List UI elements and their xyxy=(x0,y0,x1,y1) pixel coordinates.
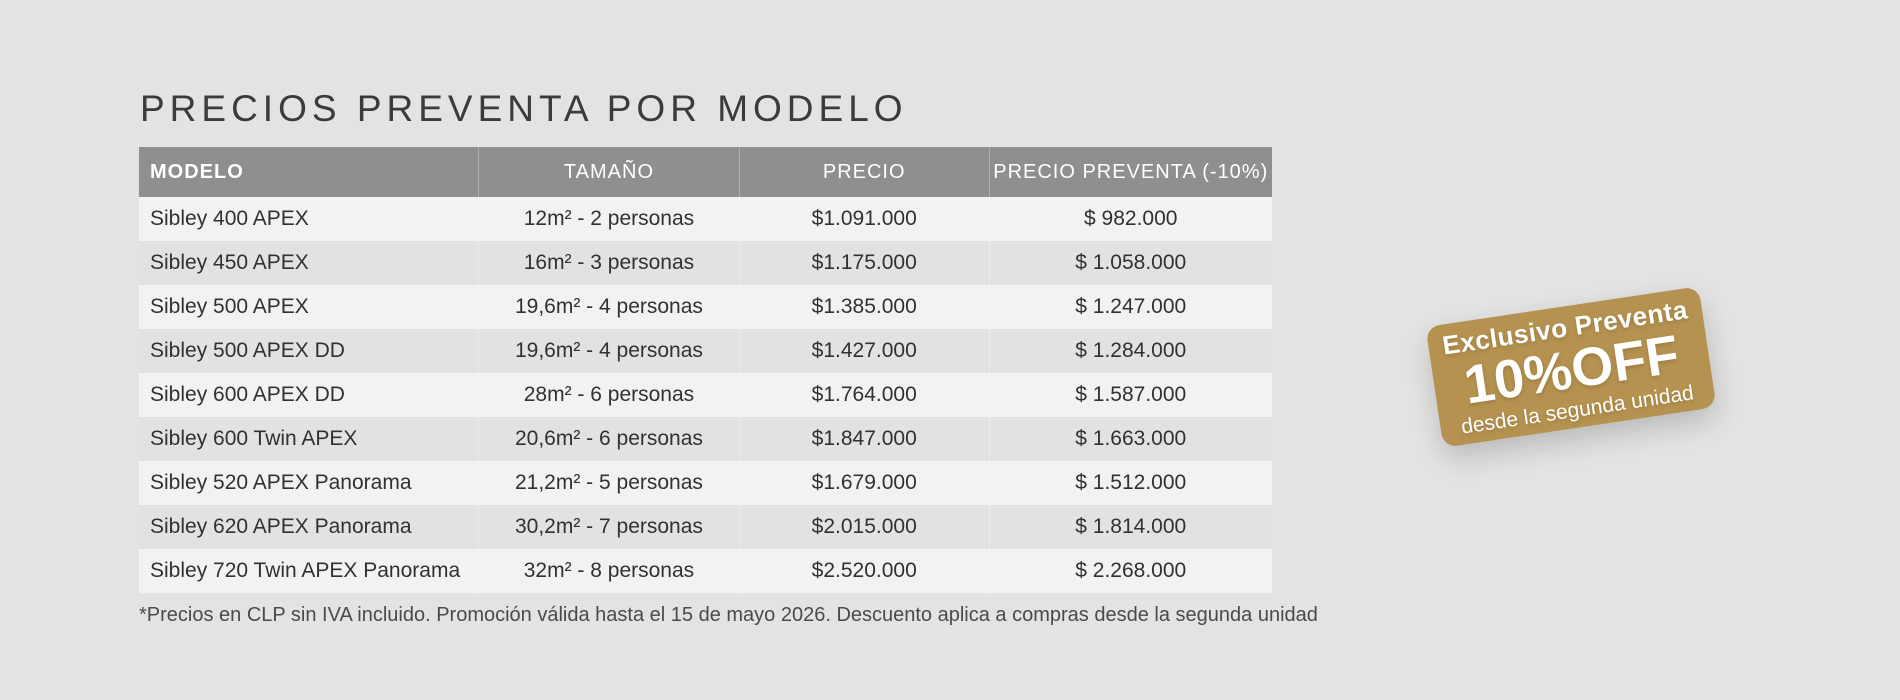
cell-modelo: Sibley 500 APEX xyxy=(150,295,309,318)
price-table-body: Sibley 400 APEX 12m² - 2 personas $1.091.0… xyxy=(139,197,1272,593)
header-preventa: PRECIO PREVENTA (-10%) xyxy=(988,147,1273,197)
cell-preventa: $ 2.268.000 xyxy=(988,549,1273,593)
cell-precio: $1.679.000 xyxy=(738,461,989,505)
cell-modelo: Sibley 620 APEX Panorama xyxy=(150,515,412,538)
cell-tamano: 12m² - 2 personas xyxy=(478,197,739,241)
cell-precio: $1.847.000 xyxy=(738,417,989,461)
cell-precio: $1.764.000 xyxy=(738,373,989,417)
cell-preventa: $ 1.663.000 xyxy=(988,417,1273,461)
cell-preventa: $ 982.000 xyxy=(988,197,1273,241)
cell-precio: $2.520.000 xyxy=(738,549,989,593)
cell-modelo: Sibley 500 APEX DD xyxy=(150,339,345,362)
cell-tamano: 32m² - 8 personas xyxy=(478,549,739,593)
table-row: Sibley 500 APEX 19,6m² - 4 personas $1.385… xyxy=(139,285,1272,329)
table-row: Sibley 620 APEX Panorama 30,2m² - 7 perso… xyxy=(139,505,1272,549)
cell-precio: $2.015.000 xyxy=(738,505,989,549)
cell-modelo: Sibley 600 APEX DD xyxy=(150,383,345,406)
price-table: MODELO TAMAÑO PRECIO PRECIO PREVENTA (-1… xyxy=(139,147,1272,593)
cell-preventa: $ 1.512.000 xyxy=(988,461,1273,505)
cell-precio: $1.385.000 xyxy=(738,285,989,329)
header-tamano: TAMAÑO xyxy=(478,147,739,197)
cell-modelo: Sibley 450 APEX xyxy=(150,251,309,274)
cell-preventa: $ 1.587.000 xyxy=(988,373,1273,417)
promo-badge: Exclusivo Preventa 10%OFF desde la segun… xyxy=(1425,286,1717,448)
cell-preventa: $ 1.814.000 xyxy=(988,505,1273,549)
table-header-row: MODELO TAMAÑO PRECIO PRECIO PREVENTA (-1… xyxy=(139,147,1272,197)
cell-tamano: 28m² - 6 personas xyxy=(478,373,739,417)
cell-precio: $1.427.000 xyxy=(738,329,989,373)
cell-preventa: $ 1.284.000 xyxy=(988,329,1273,373)
cell-tamano: 16m² - 3 personas xyxy=(478,241,739,285)
table-row: Sibley 600 APEX DD 28m² - 6 personas $1.76… xyxy=(139,373,1272,417)
header-modelo: MODELO xyxy=(150,160,244,183)
page-title: PRECIOS PREVENTA POR MODELO xyxy=(140,88,908,129)
cell-tamano: 19,6m² - 4 personas xyxy=(478,285,739,329)
table-row: Sibley 450 APEX 16m² - 3 personas $1.175.0… xyxy=(139,241,1272,285)
cell-tamano: 19,6m² - 4 personas xyxy=(478,329,739,373)
cell-modelo: Sibley 400 APEX xyxy=(150,207,309,230)
table-row: Sibley 720 Twin APEX Panorama 32m² - 8 pe… xyxy=(139,549,1272,593)
cell-tamano: 20,6m² - 6 personas xyxy=(478,417,739,461)
cell-preventa: $ 1.247.000 xyxy=(988,285,1273,329)
cell-preventa: $ 1.058.000 xyxy=(988,241,1273,285)
cell-precio: $1.175.000 xyxy=(738,241,989,285)
footnote-text: *Precios en CLP sin IVA incluido. Promoc… xyxy=(139,604,1318,626)
table-row: Sibley 400 APEX 12m² - 2 personas $1.091.0… xyxy=(139,197,1272,241)
table-row: Sibley 500 APEX DD 19,6m² - 4 personas $1.… xyxy=(139,329,1272,373)
cell-tamano: 21,2m² - 5 personas xyxy=(478,461,739,505)
table-row: Sibley 520 APEX Panorama 21,2m² - 5 perso… xyxy=(139,461,1272,505)
cell-modelo: Sibley 720 Twin APEX Panorama xyxy=(150,559,461,582)
cell-precio: $1.091.000 xyxy=(738,197,989,241)
cell-tamano: 30,2m² - 7 personas xyxy=(478,505,739,549)
table-row: Sibley 600 Twin APEX 20,6m² - 6 personas $… xyxy=(139,417,1272,461)
cell-modelo: Sibley 520 APEX Panorama xyxy=(150,471,412,494)
header-precio: PRECIO xyxy=(738,147,989,197)
cell-modelo: Sibley 600 Twin APEX xyxy=(150,427,358,450)
